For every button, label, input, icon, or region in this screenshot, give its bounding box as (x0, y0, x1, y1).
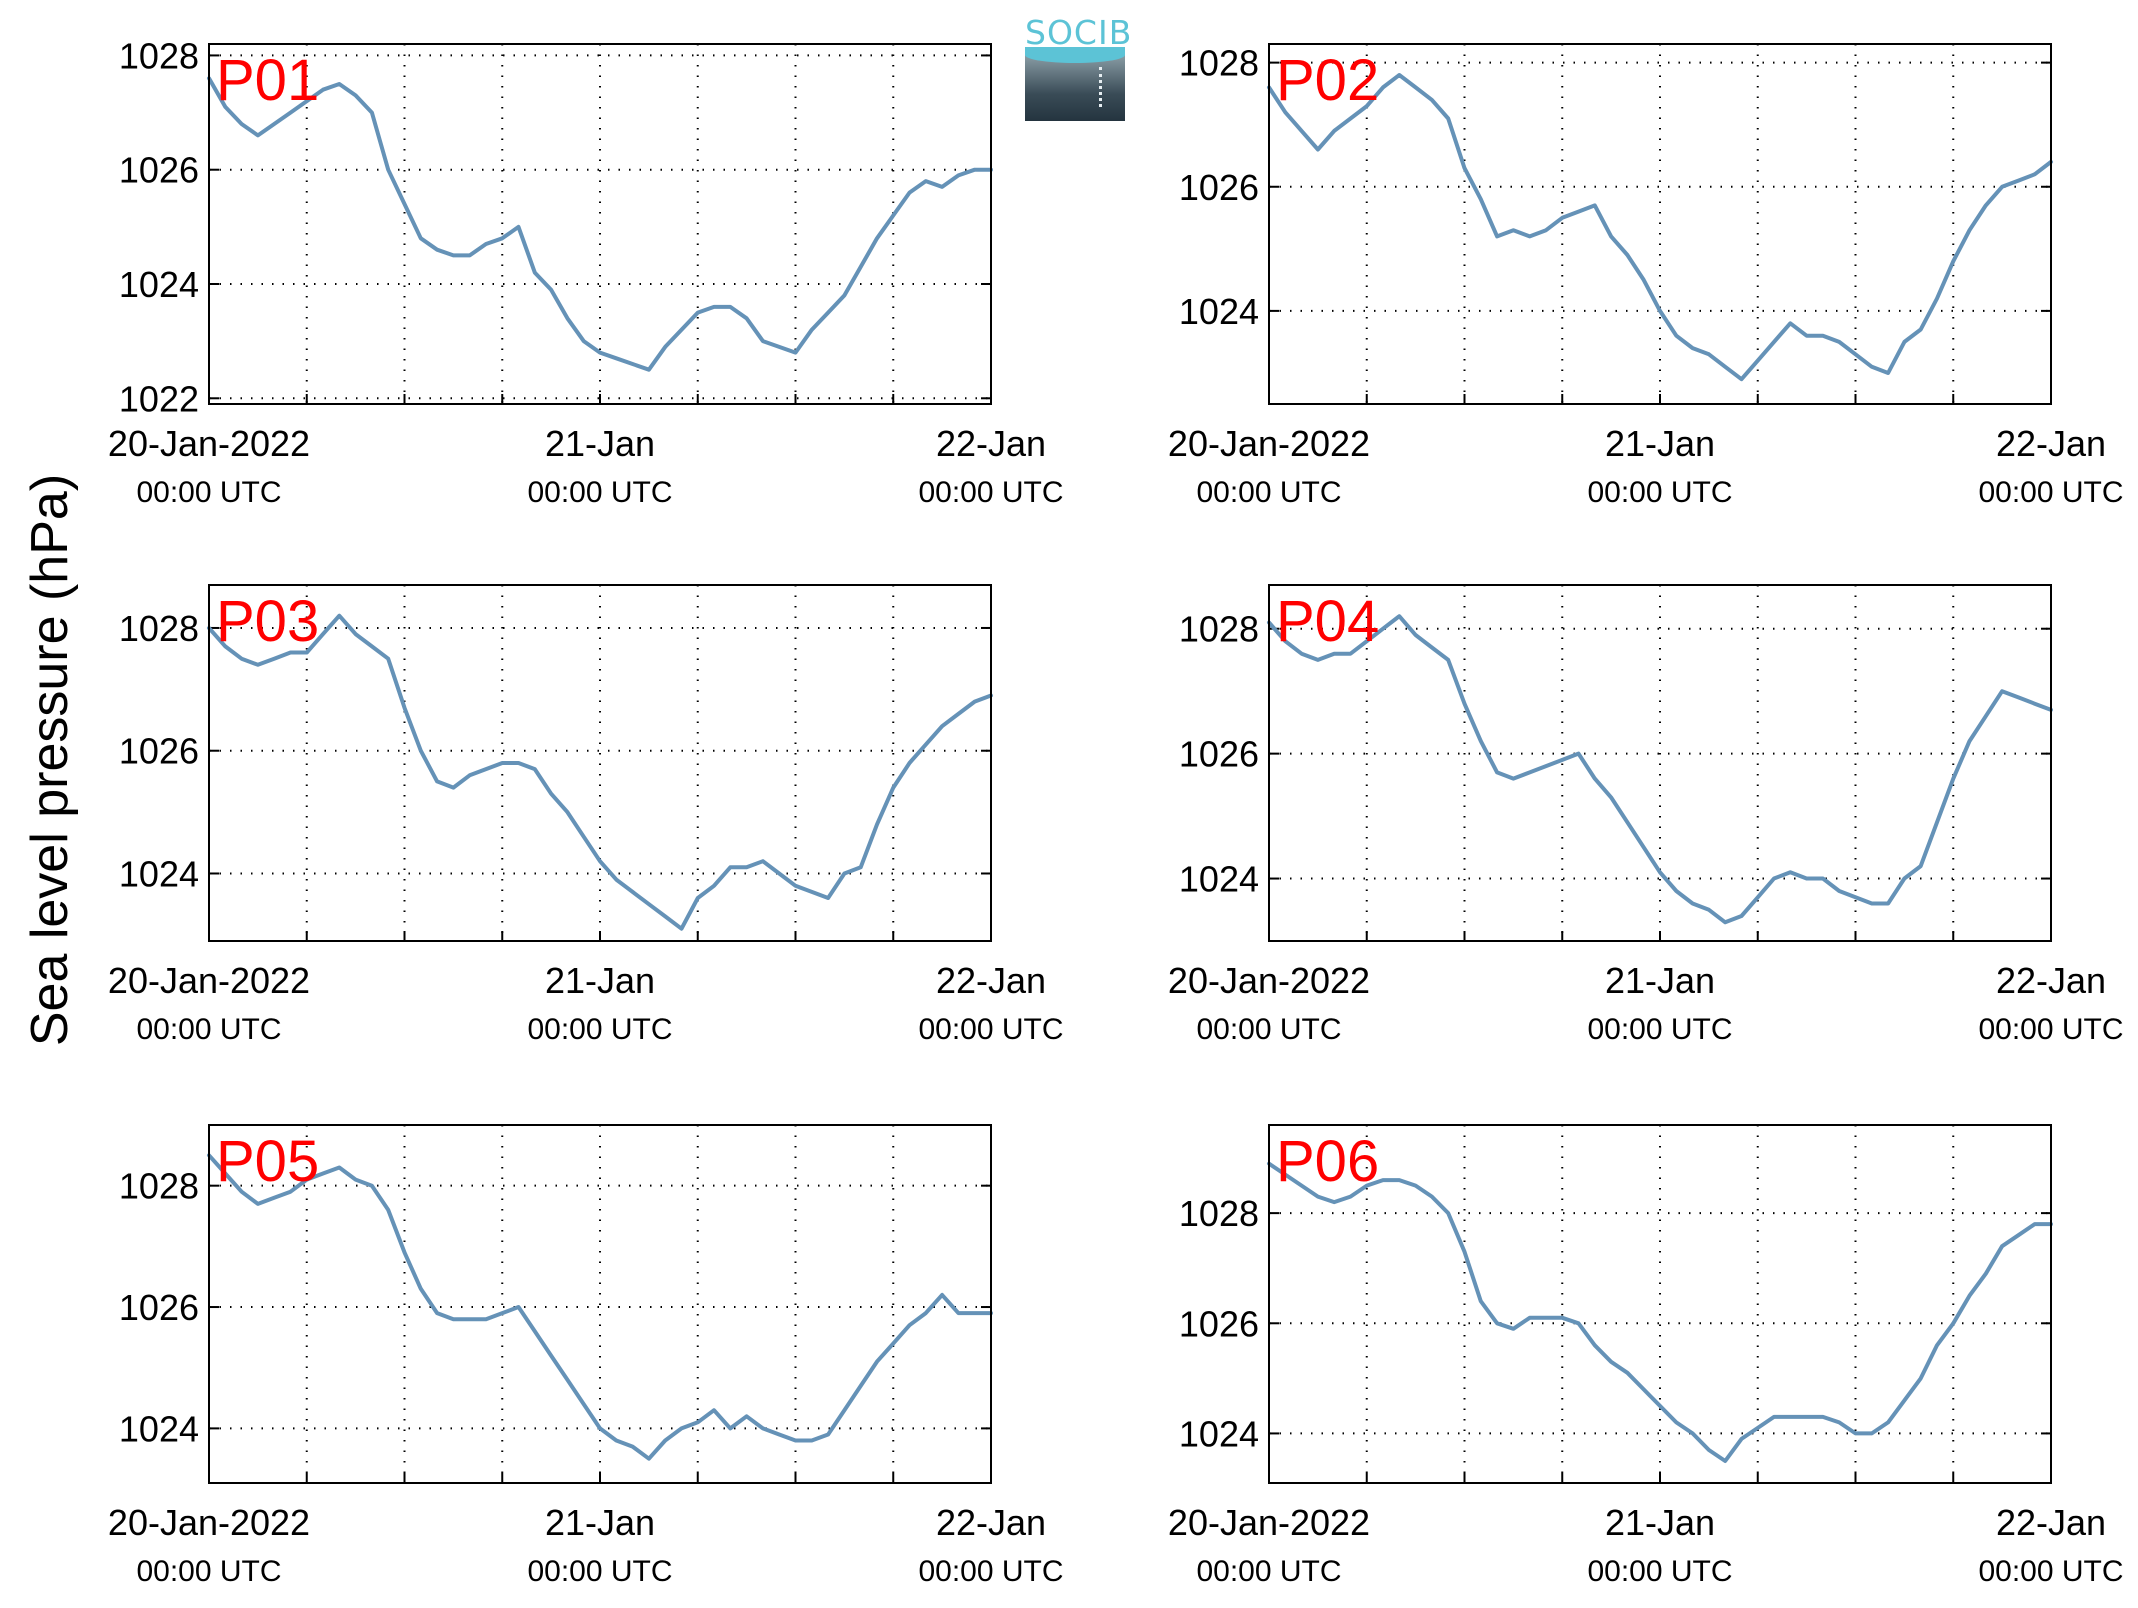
x-tick-label-date: 21-Jan (545, 1502, 655, 1543)
panel-p01: 1022 1024 1026 1028 20-Jan-2022 00:00 UTC 21-J… (108, 35, 1064, 509)
axes-frame (1268, 43, 2052, 405)
x-tick-label-time: 00:00 UTC (527, 1013, 672, 1046)
socib-logo: SOCIB (1025, 13, 1133, 121)
y-tick-label: 1024 (119, 264, 199, 305)
logo-text: SOCIB (1025, 13, 1133, 52)
x-tick-label-time: 00:00 UTC (1978, 1013, 2123, 1046)
y-tick-label: 1026 (119, 1287, 199, 1328)
y-tick-label: 1026 (119, 150, 199, 191)
series-line-p06 (1267, 1161, 2053, 1463)
y-tick-label: 1022 (119, 378, 199, 419)
x-tick-label-time: 00:00 UTC (918, 1555, 1063, 1588)
series-line-p05 (207, 1153, 993, 1461)
y-tick-label: 1024 (119, 1408, 199, 1449)
x-tick-label-date: 20-Jan-2022 (108, 1502, 310, 1543)
y-tick-label: 1028 (119, 1166, 199, 1207)
x-tick-label-time: 00:00 UTC (1196, 1555, 1341, 1588)
x-tick-label-date: 20-Jan-2022 (108, 960, 310, 1001)
axes-frame (208, 43, 992, 405)
station-label: P04 (1276, 589, 1379, 654)
logo-wave (1025, 47, 1125, 63)
x-tick-label-date: 22-Jan (1996, 1502, 2106, 1543)
logo-dash (1099, 67, 1105, 107)
x-tick-label-time: 00:00 UTC (1587, 1013, 1732, 1046)
x-tick-label-date: 20-Jan-2022 (1168, 1502, 1370, 1543)
x-tick-label-time: 00:00 UTC (136, 1013, 281, 1046)
x-tick-label-date: 21-Jan (545, 423, 655, 464)
y-tick-label: 1026 (1179, 167, 1259, 208)
x-tick-label-date: 22-Jan (936, 960, 1046, 1001)
y-tick-label: 1026 (119, 731, 199, 772)
x-tick-label-date: 20-Jan-2022 (1168, 423, 1370, 464)
x-tick-label-time: 00:00 UTC (1978, 1555, 2123, 1588)
x-tick-label-date: 21-Jan (1605, 423, 1715, 464)
x-tick-label-date: 21-Jan (1605, 1502, 1715, 1543)
panel-p02: 1024 1026 1028 20-Jan-2022 00:00 UTC 21-Jan 00… (1168, 43, 2124, 509)
y-tick-label: 1026 (1179, 734, 1259, 775)
y-tick-label: 1028 (1179, 609, 1259, 650)
y-tick-label: 1024 (119, 853, 199, 894)
y-tick-label: 1024 (1179, 859, 1259, 900)
x-tick-label-date: 20-Jan-2022 (1168, 960, 1370, 1001)
station-label: P02 (1276, 48, 1379, 113)
x-tick-label-time: 00:00 UTC (527, 476, 672, 509)
y-tick-label: 1028 (119, 608, 199, 649)
logo-box (1025, 53, 1125, 121)
x-tick-label-time: 00:00 UTC (1196, 1013, 1341, 1046)
series-line-p04 (1267, 614, 2053, 925)
x-tick-label-time: 00:00 UTC (1587, 476, 1732, 509)
x-tick-label-time: 00:00 UTC (1196, 476, 1341, 509)
x-tick-label-date: 22-Jan (1996, 960, 2106, 1001)
series-line-p02 (1267, 73, 2053, 382)
station-label: P05 (216, 1129, 319, 1194)
y-tick-label: 1028 (1179, 43, 1259, 84)
y-tick-label: 1028 (1179, 1193, 1259, 1234)
panel-p05: 1024 1026 1028 20-Jan-2022 00:00 UTC 21-Jan 00… (108, 1124, 1064, 1588)
axes-frame (1268, 1124, 2052, 1484)
x-tick-label-date: 21-Jan (1605, 960, 1715, 1001)
x-tick-label-date: 22-Jan (936, 1502, 1046, 1543)
panel-p06: 1024 1026 1028 20-Jan-2022 00:00 UTC 21-Jan 00… (1168, 1124, 2124, 1588)
x-tick-label-time: 00:00 UTC (1978, 476, 2123, 509)
x-tick-label-date: 20-Jan-2022 (108, 423, 310, 464)
axes-frame (1268, 584, 2052, 942)
x-tick-label-time: 00:00 UTC (136, 1555, 281, 1588)
y-axis-label: Sea level pressure (hPa) (21, 474, 79, 1046)
x-tick-label-date: 21-Jan (545, 960, 655, 1001)
x-tick-label-time: 00:00 UTC (918, 476, 1063, 509)
x-tick-label-time: 00:00 UTC (136, 476, 281, 509)
x-tick-label-time: 00:00 UTC (918, 1013, 1063, 1046)
station-label: P01 (216, 48, 319, 113)
x-tick-label-date: 22-Jan (936, 423, 1046, 464)
station-label: P03 (216, 589, 319, 654)
y-tick-label: 1026 (1179, 1303, 1259, 1344)
series-line-p01 (207, 76, 993, 372)
panel-p04: 1024 1026 1028 20-Jan-2022 00:00 UTC 21-Jan 00… (1168, 584, 2124, 1046)
axes-frame (208, 1124, 992, 1484)
x-tick-label-time: 00:00 UTC (527, 1555, 672, 1588)
axes-frame (208, 584, 992, 942)
y-tick-label: 1024 (1179, 1413, 1259, 1454)
x-tick-label-date: 22-Jan (1996, 423, 2106, 464)
series-line-p03 (207, 613, 993, 931)
y-tick-label: 1024 (1179, 291, 1259, 332)
x-tick-label-time: 00:00 UTC (1587, 1555, 1732, 1588)
station-label: P06 (1276, 1129, 1379, 1194)
y-tick-label: 1028 (119, 35, 199, 76)
panel-p03: 1024 1026 1028 20-Jan-2022 00:00 UTC 21-Jan 00… (108, 584, 1064, 1046)
